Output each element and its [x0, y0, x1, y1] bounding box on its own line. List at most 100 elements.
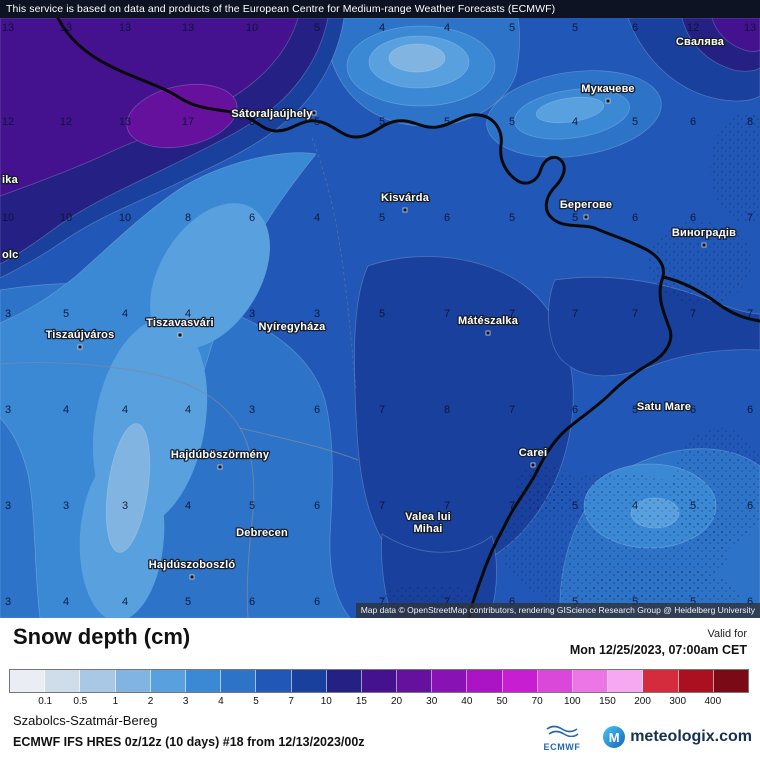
scale-segment	[608, 670, 644, 692]
contour-region	[150, 203, 270, 349]
meteologix-icon: M	[603, 726, 626, 748]
scale-segment	[467, 670, 503, 692]
city-labels: Sátoraljaújhely Свалява Мукачеве Kisvárda Бе…	[1, 35, 737, 580]
city-label: Kisvárda	[381, 192, 430, 204]
grid-value-labels: 13 13 13 13 10 5 4 4 5 5 6 12 13 12 12 13 17 8 5 5 5 5 4 5 6 8 10 1…	[2, 22, 756, 608]
grid-value: 5	[379, 116, 385, 128]
county-border-line	[239, 427, 359, 461]
scale-tick-label: 150	[599, 696, 616, 707]
county-border-line	[311, 137, 357, 391]
scale-segment	[361, 670, 398, 692]
grid-value: 8	[185, 212, 191, 224]
scale-segment	[115, 670, 151, 692]
grid-value: 5	[572, 212, 578, 224]
grid-value: 7	[509, 404, 515, 416]
grid-value: 10	[60, 212, 72, 224]
city-label: olc	[2, 249, 19, 261]
scale-segment	[397, 670, 433, 692]
scale-segment	[643, 670, 679, 692]
city-marker	[701, 242, 707, 248]
scale-segment	[221, 670, 257, 692]
grid-value: 7	[379, 596, 385, 608]
ecmwf-logo-text: ECMWF	[543, 742, 581, 752]
grid-value: 13	[119, 22, 131, 34]
grid-value: 7	[444, 308, 450, 320]
grid-value: 4	[444, 22, 450, 34]
grid-value: 12	[687, 22, 699, 34]
grid-value: 12	[2, 116, 14, 128]
scale-tick-label: 200	[634, 696, 651, 707]
grid-value: 6	[747, 500, 753, 512]
grid-value: 7	[632, 308, 638, 320]
grid-value: 13	[60, 22, 72, 34]
grid-value: 5	[379, 212, 385, 224]
grid-value: 5	[572, 596, 578, 608]
grid-value: 6	[314, 596, 320, 608]
scale-tick-label: 0.1	[38, 696, 53, 707]
scale-segment	[80, 670, 116, 692]
grid-value: 4	[122, 596, 128, 608]
scale-segment	[573, 670, 609, 692]
valid-for-label: Valid for	[707, 628, 747, 640]
scale-tick-label: 70	[531, 696, 543, 707]
color-scale-bar	[9, 669, 749, 693]
grid-value: 3	[249, 308, 255, 320]
grid-value: 4	[122, 404, 128, 416]
scale-tick-label: 2	[147, 696, 154, 707]
grid-value: 7	[379, 404, 385, 416]
scale-segment	[291, 670, 327, 692]
scale-segment	[537, 670, 573, 692]
grid-value: 4	[632, 500, 638, 512]
service-banner-text: This service is based on data and produc…	[6, 3, 556, 15]
city-label: Debrecen	[236, 527, 288, 539]
legend-panel: Snow depth (cm) Valid for Mon 12/25/2023…	[0, 618, 760, 760]
city-marker	[583, 214, 589, 220]
grid-value: 6	[690, 116, 696, 128]
scale-tick-label: 40	[461, 696, 473, 707]
city-label: Mihai	[413, 523, 442, 535]
city-label: Carei	[519, 447, 548, 459]
grid-value: 10	[119, 212, 131, 224]
grid-value: 13	[119, 116, 131, 128]
model-info: ECMWF IFS HRES 0z/12z (10 days) #18 from…	[13, 735, 365, 749]
scale-segment	[678, 670, 714, 692]
grid-value: 3	[122, 500, 128, 512]
scale-segment	[502, 670, 538, 692]
weather-map[interactable]: 13 13 13 13 10 5 4 4 5 5 6 12 13 12 12 13 17 8 5 5 5 5 4 5 6 8 10 1…	[0, 18, 760, 618]
grid-value: 3	[249, 404, 255, 416]
city-marker	[177, 332, 183, 338]
grid-value: 5	[249, 500, 255, 512]
scale-segment	[713, 670, 748, 692]
legend-title: Snow depth (cm)	[13, 624, 191, 649]
grid-value: 7	[509, 308, 515, 320]
grid-value: 5	[509, 22, 515, 34]
grid-value: 7	[690, 308, 696, 320]
contour-region	[711, 18, 760, 52]
grid-value: 7	[379, 500, 385, 512]
grid-value: 10	[2, 212, 14, 224]
grid-value: 8	[249, 116, 255, 128]
city-label: Hajdúböszörmény	[171, 449, 270, 461]
city-label: Tiszavasvári	[146, 317, 214, 329]
meteologix-logo[interactable]: M meteologix.com	[603, 726, 752, 748]
grid-value: 13	[182, 22, 194, 34]
scale-tick-label: 10	[320, 696, 332, 707]
city-marker	[217, 464, 223, 470]
scale-segment	[256, 670, 292, 692]
grid-value: 6	[690, 212, 696, 224]
grid-value: 6	[314, 404, 320, 416]
map-attribution[interactable]: Map data © OpenStreetMap contributors, r…	[355, 603, 760, 618]
grid-value: 6	[747, 596, 753, 608]
grid-value: 6	[690, 404, 696, 416]
grid-value: 5	[572, 22, 578, 34]
grid-value: 4	[63, 596, 69, 608]
grid-value: 5	[314, 22, 320, 34]
scale-segment	[45, 670, 81, 692]
city-marker	[189, 574, 195, 580]
contour-region	[535, 96, 605, 124]
grid-value: 5	[314, 116, 320, 128]
scale-segment	[10, 670, 46, 692]
contour-region	[388, 43, 446, 73]
scale-tick-label: 300	[669, 696, 687, 707]
forest-speckle-texture	[375, 113, 760, 618]
